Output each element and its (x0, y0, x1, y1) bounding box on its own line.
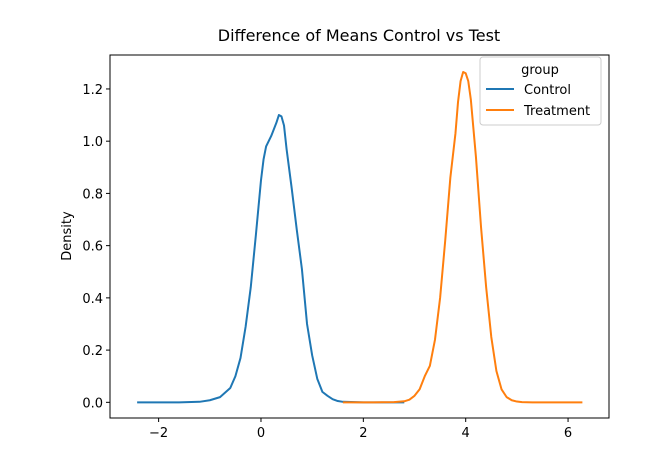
legend-title: group (521, 63, 559, 78)
x-tick-label: 6 (564, 426, 572, 441)
x-tick-label: 4 (462, 426, 470, 441)
x-tick-label: −2 (149, 426, 168, 441)
legend: group Control Treatment (479, 56, 602, 126)
chart-title: Difference of Means Control vs Test (218, 26, 500, 45)
x-tick-label: 2 (359, 426, 367, 441)
y-tick-label: 1.0 (82, 135, 103, 150)
y-tick-label: 1.2 (82, 83, 103, 98)
y-axis: 0.0 0.2 0.4 0.6 0.8 1.0 1.2 (82, 83, 110, 411)
x-tick-label: 0 (257, 426, 265, 441)
y-tick-label: 0.6 (82, 240, 103, 255)
y-tick-label: 0.2 (82, 344, 103, 359)
legend-label-treatment: Treatment (523, 104, 590, 119)
y-tick-label: 0.4 (82, 292, 103, 307)
legend-box (479, 56, 602, 126)
x-axis: −2 0 2 4 6 (149, 418, 572, 441)
y-tick-label: 0.8 (82, 187, 103, 202)
y-tick-label: 0.0 (82, 396, 103, 411)
plot-frame (109, 54, 610, 419)
series-line-control (137, 114, 405, 404)
plot-area (137, 70, 583, 404)
legend-label-control: Control (524, 83, 571, 98)
series-line-treatment (342, 70, 583, 404)
y-axis-label: Density (60, 211, 75, 261)
